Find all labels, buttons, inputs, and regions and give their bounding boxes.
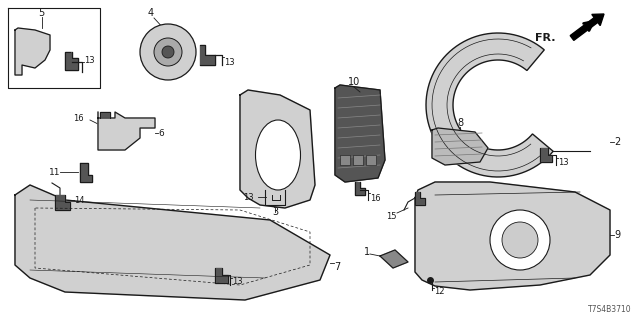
Polygon shape [200, 45, 215, 65]
Text: 9: 9 [614, 230, 620, 240]
Bar [366, 155, 376, 165]
Circle shape [154, 38, 182, 66]
Circle shape [502, 222, 538, 258]
Polygon shape [98, 112, 155, 150]
Polygon shape [65, 52, 78, 70]
Polygon shape [100, 112, 110, 118]
Text: 13: 13 [224, 58, 235, 67]
Text: 16: 16 [73, 114, 84, 123]
Polygon shape [80, 163, 92, 182]
Polygon shape [15, 185, 330, 300]
Polygon shape [355, 182, 365, 195]
Text: 11: 11 [49, 167, 60, 177]
Polygon shape [432, 128, 488, 165]
Polygon shape [15, 28, 50, 75]
Polygon shape [426, 33, 553, 177]
Polygon shape [540, 148, 552, 162]
Bar [353, 155, 363, 165]
Text: 1: 1 [364, 247, 370, 257]
Bar [340, 155, 350, 165]
Text: 13: 13 [558, 157, 568, 166]
FancyArrow shape [570, 14, 604, 40]
Text: 13: 13 [232, 277, 243, 286]
Polygon shape [240, 90, 315, 208]
Text: 3: 3 [272, 207, 278, 217]
Text: 8: 8 [457, 118, 463, 128]
Text: 14: 14 [74, 196, 84, 204]
Text: 13: 13 [84, 55, 95, 65]
Text: 2: 2 [614, 137, 620, 147]
Circle shape [490, 210, 550, 270]
Text: 12: 12 [434, 287, 445, 297]
Text: 16: 16 [370, 194, 381, 203]
Text: FR.: FR. [536, 33, 556, 43]
Ellipse shape [255, 120, 301, 190]
Circle shape [140, 24, 196, 80]
Text: 13: 13 [243, 193, 253, 202]
Circle shape [162, 46, 174, 58]
Polygon shape [215, 268, 228, 283]
Text: T7S4B3710: T7S4B3710 [588, 305, 632, 314]
Polygon shape [335, 85, 385, 182]
Polygon shape [380, 250, 408, 268]
Text: 4: 4 [148, 8, 154, 18]
Text: 7: 7 [334, 262, 340, 272]
Text: 5: 5 [38, 8, 44, 18]
Text: 10: 10 [348, 77, 360, 87]
Polygon shape [415, 182, 610, 290]
Text: 6: 6 [158, 129, 164, 138]
Polygon shape [55, 195, 70, 210]
Polygon shape [415, 192, 425, 205]
Text: 15: 15 [387, 212, 397, 220]
